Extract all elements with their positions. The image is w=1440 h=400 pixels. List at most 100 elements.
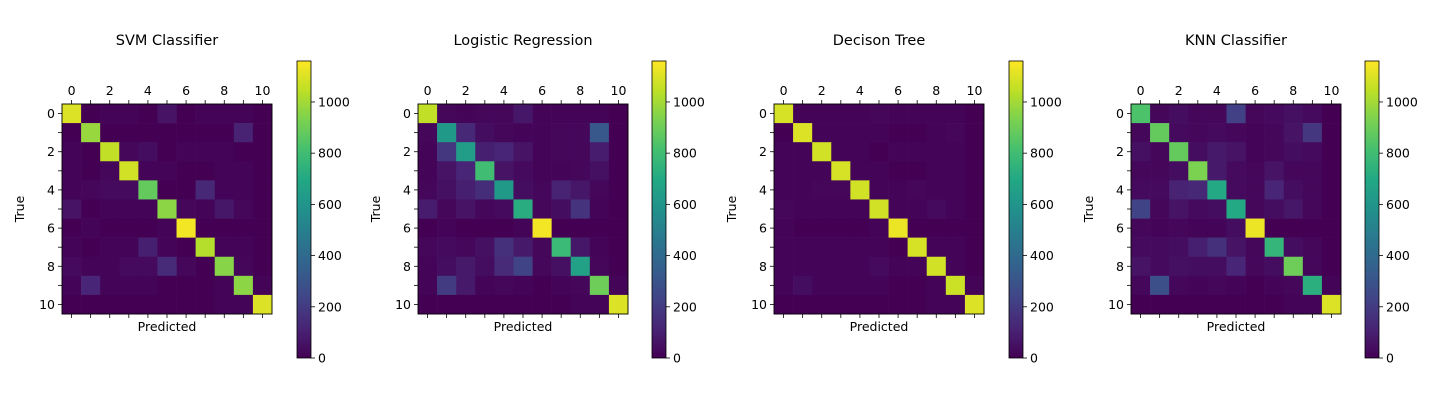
heatmap-cell: [494, 199, 514, 219]
y-axis-label: True: [12, 195, 27, 223]
heatmap-cell: [570, 294, 591, 315]
x-tick-label: 4: [1213, 83, 1221, 98]
heatmap-cell: [494, 275, 514, 296]
heatmap-cell: [1188, 142, 1208, 162]
chart-title: SVM Classifier: [116, 33, 218, 49]
heatmap-cell: [869, 104, 889, 124]
heatmap-cell: [1188, 256, 1208, 277]
heatmap-cell: [1131, 123, 1151, 143]
x-tick-label: 10: [255, 83, 271, 98]
heatmap-cell: [850, 199, 870, 219]
x-tick-label: 2: [1175, 83, 1183, 98]
heatmap-cell: [831, 218, 851, 238]
heatmap-cell: [81, 256, 101, 277]
heatmap-cell: [1264, 142, 1285, 162]
heatmap-cell: [1188, 161, 1208, 181]
heatmap-cell: [157, 123, 177, 143]
heatmap-cell: [176, 199, 196, 219]
heatmap-cell: [138, 142, 158, 162]
heatmap-cell: [850, 275, 870, 296]
heatmap-cell: [437, 161, 457, 181]
y-tick-label: 10: [1108, 297, 1124, 312]
heatmap-cell: [233, 161, 254, 181]
heatmap-cell: [532, 199, 552, 219]
colorbar-tick-label: 0: [673, 351, 681, 366]
heatmap-cell: [888, 237, 908, 258]
heatmap-cell: [1283, 199, 1304, 219]
heatmap-cell: [233, 199, 254, 219]
heatmap-cell: [608, 104, 629, 124]
heatmap-cell: [195, 199, 216, 219]
chart-title: KNN Classifier: [1185, 33, 1287, 49]
heatmap-cell: [456, 237, 476, 258]
heatmap-cell: [456, 256, 476, 277]
heatmap-cell: [233, 123, 254, 143]
heatmap-cell: [418, 142, 438, 162]
heatmap-cell: [437, 142, 457, 162]
heatmap-cell: [456, 142, 476, 162]
heatmap-cell: [964, 237, 985, 258]
heatmap-cell: [138, 180, 158, 200]
heatmap-cell: [1321, 294, 1342, 315]
heatmap-cell: [1207, 104, 1227, 124]
heatmap-cell: [945, 142, 966, 162]
heatmap-cell: [532, 294, 552, 315]
heatmap-cell: [532, 161, 552, 181]
heatmap-cell: [774, 237, 794, 258]
y-tick-label: 6: [47, 221, 55, 236]
heatmap-cell: [176, 142, 196, 162]
heatmap-cell: [81, 237, 101, 258]
heatmap-cell: [888, 180, 908, 200]
heatmap-cell: [138, 218, 158, 238]
y-tick-label: 0: [403, 106, 411, 121]
heatmap-cell: [418, 256, 438, 277]
heatmap-cell: [888, 275, 908, 296]
heatmap-cell: [456, 123, 476, 143]
heatmap-cell: [456, 199, 476, 219]
heatmap-cell: [494, 142, 514, 162]
heatmap-cell: [513, 275, 533, 296]
heatmap-cell: [532, 275, 552, 296]
heatmap-cell: [437, 180, 457, 200]
colorbar-tick-label: 800: [318, 146, 342, 161]
heatmap-cell: [81, 161, 101, 181]
heatmap-cell: [456, 275, 476, 296]
heatmap-cell: [100, 199, 120, 219]
heatmap-cell: [494, 256, 514, 277]
heatmap-cell: [1169, 256, 1189, 277]
heatmap-cell: [157, 294, 177, 315]
heatmap-cell: [233, 104, 254, 124]
heatmap-cell: [1245, 142, 1265, 162]
heatmap-cell: [195, 123, 216, 143]
heatmap-cell: [1302, 123, 1323, 143]
heatmap-cell: [513, 161, 533, 181]
heatmap-cell: [1207, 199, 1227, 219]
heatmap-cell: [252, 180, 273, 200]
heatmap-cell: [513, 294, 533, 315]
y-tick-label: 4: [1116, 182, 1124, 197]
heatmap-cell: [869, 294, 889, 315]
heatmap-cell: [1264, 256, 1285, 277]
y-axis-label: True: [368, 195, 383, 223]
heatmap-cell: [475, 218, 495, 238]
heatmap-cell: [907, 275, 928, 296]
heatmap-cell: [1245, 161, 1265, 181]
heatmap-cell: [157, 142, 177, 162]
heatmap-cell: [907, 294, 928, 315]
heatmap-cell: [888, 218, 908, 238]
heatmap-cell: [138, 275, 158, 296]
heatmap-cell: [1131, 275, 1151, 296]
heatmap-cell: [1131, 294, 1151, 315]
heatmap-cell: [1245, 199, 1265, 219]
heatmap-cell: [964, 161, 985, 181]
heatmap-cell: [1283, 275, 1304, 296]
heatmap-cell: [1131, 161, 1151, 181]
heatmap-cell: [62, 256, 82, 277]
heatmap-cell: [513, 199, 533, 219]
heatmap-cell: [119, 199, 139, 219]
heatmap-cell: [1302, 218, 1323, 238]
x-tick-label: 0: [780, 83, 788, 98]
colorbar-tick-label: 400: [673, 248, 697, 263]
heatmap-cell: [513, 218, 533, 238]
heatmap-cell: [1283, 294, 1304, 315]
